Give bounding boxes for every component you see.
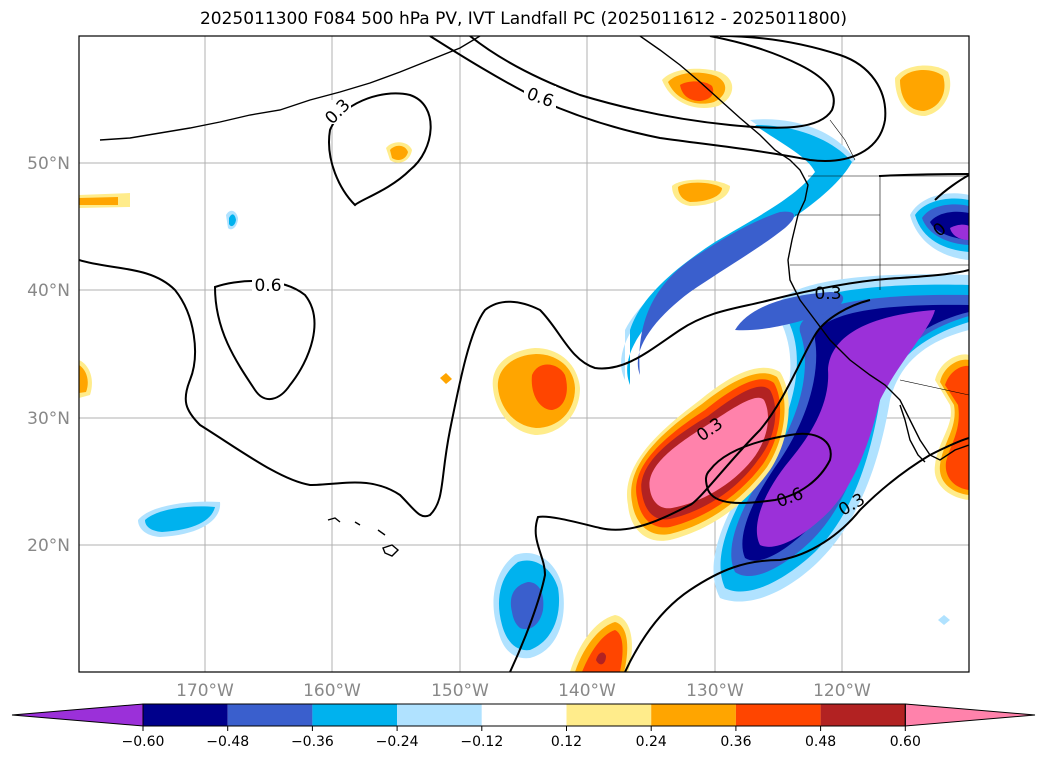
colorbar-swatch — [143, 704, 228, 726]
lat-label: 40°N — [27, 281, 70, 301]
colorbar-swatch — [312, 704, 398, 726]
pos-anomaly-south — [570, 615, 632, 672]
colorbar — [11, 703, 1036, 727]
colorbar-ticks: −0.60 −0.48 −0.36 −0.24 −0.12 0.12 0.24 0.36 0.4… — [122, 726, 921, 750]
colorbar-swatch — [227, 704, 313, 726]
colorbar-tick-label: 0.48 — [805, 734, 836, 750]
neg-anomaly-coastal — [621, 119, 855, 385]
lat-label: 30°N — [27, 409, 70, 429]
lon-label: 140°W — [558, 681, 616, 701]
pos-anomaly-east — [934, 354, 969, 500]
colorbar-tick-label: −0.60 — [122, 734, 165, 750]
colorbar-tick-label: 0.60 — [890, 734, 921, 750]
colorbar-swatch — [397, 704, 482, 726]
lon-label: 160°W — [303, 681, 361, 701]
contour-label: 0.3 — [814, 284, 841, 304]
lon-label: 130°W — [686, 681, 744, 701]
neg-anomaly-southeast — [713, 274, 969, 602]
pos-anomaly-center — [626, 367, 789, 541]
neg-anomaly-west — [138, 210, 950, 625]
colorbar-swatch — [481, 704, 567, 726]
lat-label: 20°N — [27, 536, 70, 556]
colorbar-tick-label: −0.12 — [460, 734, 503, 750]
pos-anomaly-midpacific — [492, 348, 580, 435]
colorbar-tick-label: 0.24 — [636, 734, 667, 750]
colorbar-swatch — [651, 704, 736, 726]
colorbar-extend-max — [904, 703, 1036, 727]
contours — [79, 36, 969, 672]
colorbar-tick-label: 0.36 — [720, 734, 751, 750]
map-frame — [78, 35, 970, 673]
lon-label: 150°W — [431, 681, 489, 701]
colorbar-tick-label: −0.24 — [376, 734, 419, 750]
lon-label: 170°W — [176, 681, 234, 701]
pos-anomaly-north — [79, 65, 951, 398]
colorbar-swatch — [735, 704, 821, 726]
lat-label: 50°N — [27, 154, 70, 174]
colorbar-extend-min — [11, 703, 144, 727]
colorbar-swatch — [820, 704, 906, 726]
lon-label: 120°W — [813, 681, 871, 701]
map-title: 2025011300 F084 500 hPa PV, IVT Landfall… — [199, 9, 847, 29]
colorbar-tick-label: −0.48 — [206, 734, 249, 750]
colorbar-tick-label: −0.36 — [291, 734, 334, 750]
colorbar-border — [142, 703, 906, 727]
colorbar-tick-label: 0.12 — [551, 734, 582, 750]
colorbar-swatch — [566, 704, 652, 726]
coastlines — [99, 36, 969, 557]
contour-label: 0.6 — [254, 276, 281, 296]
neg-anomaly-northeast — [910, 193, 969, 260]
